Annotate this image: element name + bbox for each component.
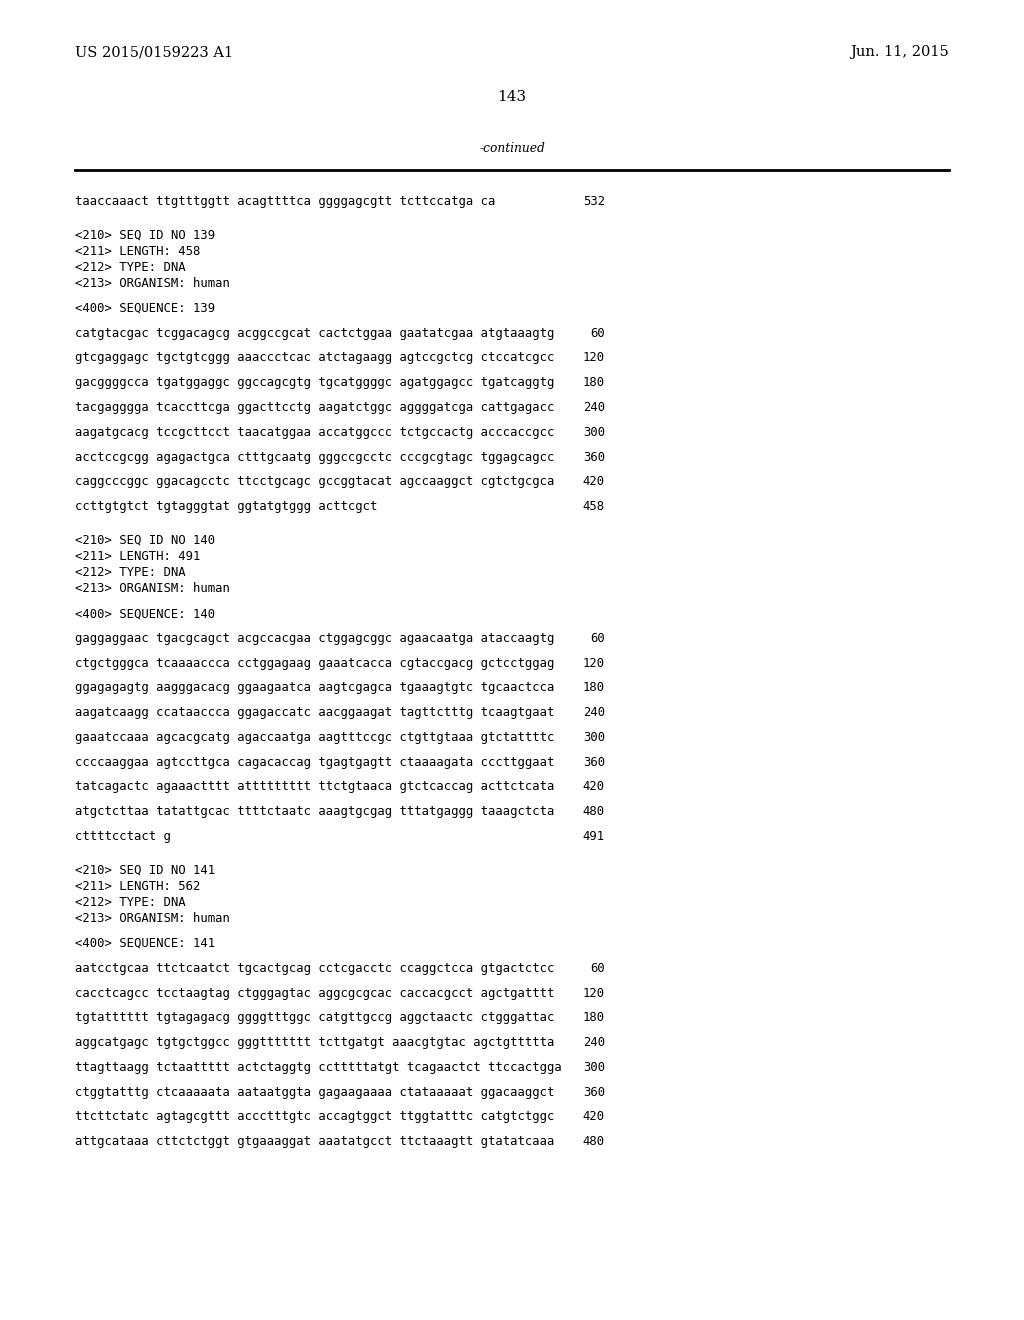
Text: 360: 360 (583, 450, 605, 463)
Text: <211> LENGTH: 491: <211> LENGTH: 491 (75, 549, 201, 562)
Text: <210> SEQ ID NO 139: <210> SEQ ID NO 139 (75, 228, 215, 242)
Text: atgctcttaa tatattgcac ttttctaatc aaagtgcgag tttatgaggg taaagctcta: atgctcttaa tatattgcac ttttctaatc aaagtgc… (75, 805, 554, 818)
Text: ctggtatttg ctcaaaaata aataatggta gagaagaaaa ctataaaaat ggacaaggct: ctggtatttg ctcaaaaata aataatggta gagaaga… (75, 1085, 554, 1098)
Text: ggagagagtg aagggacacg ggaagaatca aagtcgagca tgaaagtgtc tgcaactcca: ggagagagtg aagggacacg ggaagaatca aagtcga… (75, 681, 554, 694)
Text: ccttgtgtct tgtagggtat ggtatgtggg acttcgct: ccttgtgtct tgtagggtat ggtatgtggg acttcgc… (75, 500, 378, 513)
Text: <400> SEQUENCE: 139: <400> SEQUENCE: 139 (75, 302, 215, 315)
Text: <212> TYPE: DNA: <212> TYPE: DNA (75, 261, 185, 273)
Text: <213> ORGANISM: human: <213> ORGANISM: human (75, 912, 229, 925)
Text: ttagttaagg tctaattttt actctaggtg cctttttatgt tcagaactct ttccactgga: ttagttaagg tctaattttt actctaggtg ccttttt… (75, 1061, 562, 1074)
Text: US 2015/0159223 A1: US 2015/0159223 A1 (75, 45, 233, 59)
Text: caggcccggc ggacagcctc ttcctgcagc gccggtacat agccaaggct cgtctgcgca: caggcccggc ggacagcctc ttcctgcagc gccggta… (75, 475, 554, 488)
Text: aagatcaagg ccataaccca ggagaccatc aacggaagat tagttctttg tcaagtgaat: aagatcaagg ccataaccca ggagaccatc aacggaa… (75, 706, 554, 719)
Text: gaaatccaaa agcacgcatg agaccaatga aagtttccgc ctgttgtaaa gtctattttc: gaaatccaaa agcacgcatg agaccaatga aagtttc… (75, 731, 554, 744)
Text: <213> ORGANISM: human: <213> ORGANISM: human (75, 582, 229, 595)
Text: cttttcctact g: cttttcctact g (75, 830, 171, 843)
Text: -continued: -continued (479, 143, 545, 154)
Text: attgcataaa cttctctggt gtgaaaggat aaatatgcct ttctaaagtt gtatatcaaa: attgcataaa cttctctggt gtgaaaggat aaatatg… (75, 1135, 554, 1148)
Text: taaccaaact ttgtttggtt acagttttca ggggagcgtt tcttccatga ca: taaccaaact ttgtttggtt acagttttca ggggagc… (75, 195, 496, 209)
Text: 60: 60 (590, 632, 605, 645)
Text: 120: 120 (583, 351, 605, 364)
Text: 120: 120 (583, 986, 605, 999)
Text: tacgagggga tcaccttcga ggacttcctg aagatctggc aggggatcga cattgagacc: tacgagggga tcaccttcga ggacttcctg aagatct… (75, 401, 554, 414)
Text: 300: 300 (583, 731, 605, 744)
Text: 458: 458 (583, 500, 605, 513)
Text: 240: 240 (583, 706, 605, 719)
Text: catgtacgac tcggacagcg acggccgcat cactctggaa gaatatcgaa atgtaaagtg: catgtacgac tcggacagcg acggccgcat cactctg… (75, 327, 554, 339)
Text: 240: 240 (583, 1036, 605, 1049)
Text: aatcctgcaa ttctcaatct tgcactgcag cctcgacctc ccaggctcca gtgactctcc: aatcctgcaa ttctcaatct tgcactgcag cctcgac… (75, 962, 554, 974)
Text: <400> SEQUENCE: 141: <400> SEQUENCE: 141 (75, 937, 215, 950)
Text: ctgctgggca tcaaaaccca cctggagaag gaaatcacca cgtaccgacg gctcctggag: ctgctgggca tcaaaaccca cctggagaag gaaatca… (75, 656, 554, 669)
Text: <210> SEQ ID NO 140: <210> SEQ ID NO 140 (75, 533, 215, 546)
Text: 143: 143 (498, 90, 526, 104)
Text: 360: 360 (583, 756, 605, 768)
Text: aagatgcacg tccgcttcct taacatggaa accatggccc tctgccactg acccaccgcc: aagatgcacg tccgcttcct taacatggaa accatgg… (75, 426, 554, 438)
Text: <212> TYPE: DNA: <212> TYPE: DNA (75, 896, 185, 909)
Text: 491: 491 (583, 830, 605, 843)
Text: 180: 180 (583, 376, 605, 389)
Text: cacctcagcc tcctaagtag ctgggagtac aggcgcgcac caccacgcct agctgatttt: cacctcagcc tcctaagtag ctgggagtac aggcgcg… (75, 986, 554, 999)
Text: 120: 120 (583, 656, 605, 669)
Text: <210> SEQ ID NO 141: <210> SEQ ID NO 141 (75, 863, 215, 876)
Text: <211> LENGTH: 458: <211> LENGTH: 458 (75, 244, 201, 257)
Text: <211> LENGTH: 562: <211> LENGTH: 562 (75, 879, 201, 892)
Text: <213> ORGANISM: human: <213> ORGANISM: human (75, 277, 229, 290)
Text: 240: 240 (583, 401, 605, 414)
Text: 420: 420 (583, 780, 605, 793)
Text: 60: 60 (590, 962, 605, 974)
Text: gaggaggaac tgacgcagct acgccacgaa ctggagcggc agaacaatga ataccaagtg: gaggaggaac tgacgcagct acgccacgaa ctggagc… (75, 632, 554, 645)
Text: <212> TYPE: DNA: <212> TYPE: DNA (75, 566, 185, 579)
Text: <400> SEQUENCE: 140: <400> SEQUENCE: 140 (75, 607, 215, 620)
Text: tatcagactc agaaactttt attttttttt ttctgtaaca gtctcaccag acttctcata: tatcagactc agaaactttt attttttttt ttctgta… (75, 780, 554, 793)
Text: ttcttctatc agtagcgttt accctttgtc accagtggct ttggtatttc catgtctggc: ttcttctatc agtagcgttt accctttgtc accagtg… (75, 1110, 554, 1123)
Text: 480: 480 (583, 1135, 605, 1148)
Text: Jun. 11, 2015: Jun. 11, 2015 (850, 45, 949, 59)
Text: gacggggcca tgatggaggc ggccagcgtg tgcatggggc agatggagcc tgatcaggtg: gacggggcca tgatggaggc ggccagcgtg tgcatgg… (75, 376, 554, 389)
Text: 420: 420 (583, 1110, 605, 1123)
Text: 300: 300 (583, 426, 605, 438)
Text: 300: 300 (583, 1061, 605, 1074)
Text: 60: 60 (590, 327, 605, 339)
Text: 420: 420 (583, 475, 605, 488)
Text: 180: 180 (583, 681, 605, 694)
Text: tgtatttttt tgtagagacg ggggtttggc catgttgccg aggctaactc ctgggattac: tgtatttttt tgtagagacg ggggtttggc catgttg… (75, 1011, 554, 1024)
Text: 180: 180 (583, 1011, 605, 1024)
Text: 480: 480 (583, 805, 605, 818)
Text: acctccgcgg agagactgca ctttgcaatg gggccgcctc cccgcgtagc tggagcagcc: acctccgcgg agagactgca ctttgcaatg gggccgc… (75, 450, 554, 463)
Text: aggcatgagc tgtgctggcc gggttttttt tcttgatgt aaacgtgtac agctgttttta: aggcatgagc tgtgctggcc gggttttttt tcttgat… (75, 1036, 554, 1049)
Text: gtcgaggagc tgctgtcggg aaaccctcac atctagaagg agtccgctcg ctccatcgcc: gtcgaggagc tgctgtcggg aaaccctcac atctaga… (75, 351, 554, 364)
Text: 532: 532 (583, 195, 605, 209)
Text: ccccaaggaa agtccttgca cagacaccag tgagtgagtt ctaaaagata cccttggaat: ccccaaggaa agtccttgca cagacaccag tgagtga… (75, 756, 554, 768)
Text: 360: 360 (583, 1085, 605, 1098)
